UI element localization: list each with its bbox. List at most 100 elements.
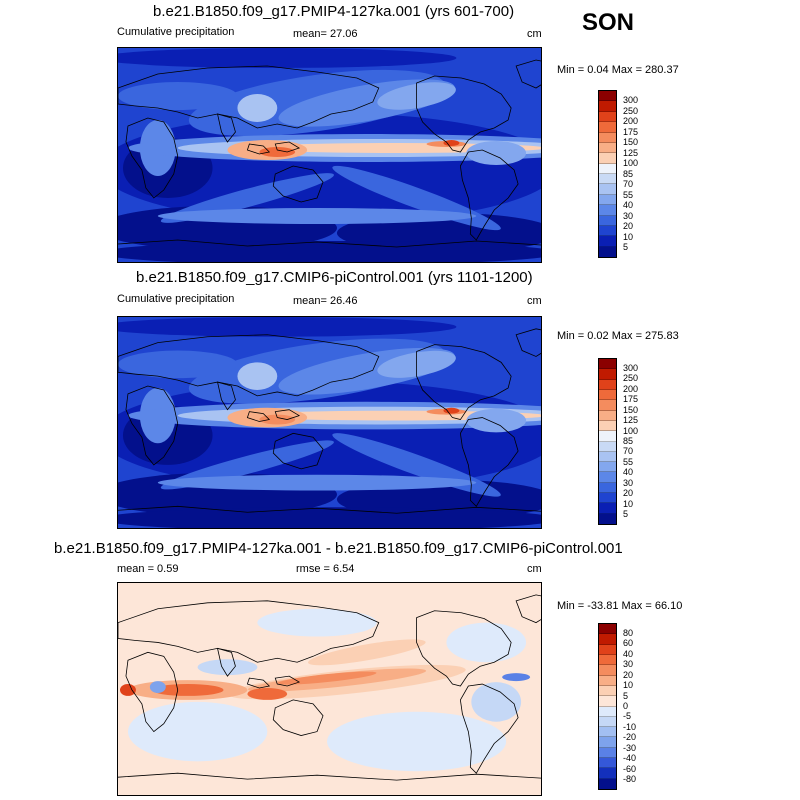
colorbar-tick-label: 80 — [623, 627, 634, 638]
panel-2-minmax-label: Min = 0.02 Max = 275.83 — [557, 330, 679, 342]
panel-1-variable-label: Cumulative precipitation — [117, 26, 235, 38]
colorbar-block — [599, 513, 616, 524]
colorbar-tick-label: 20 — [623, 221, 634, 231]
panel-3-unit-label: cm — [527, 563, 542, 575]
colorbar-block — [599, 389, 616, 401]
panel-1-colorbar — [598, 90, 617, 258]
colorbar-tick-label: 60 — [623, 638, 634, 649]
colorbar-tick-label: -80 — [623, 774, 637, 785]
colorbar-block — [599, 644, 616, 655]
colorbar-tick-label: 85 — [623, 168, 634, 179]
colorbar-tick-label: 200 — [623, 383, 639, 394]
colorbar-block — [599, 747, 616, 759]
colorbar-tick-label: 250 — [623, 105, 639, 116]
colorbar-tick-label: 150 — [623, 137, 639, 147]
panel-1-unit-label: cm — [527, 28, 542, 40]
colorbar-tick-label: 100 — [623, 158, 639, 168]
panel-1-minmax-label: Min = 0.04 Max = 280.37 — [557, 64, 679, 76]
colorbar-block — [599, 174, 616, 185]
colorbar-block — [599, 634, 616, 645]
colorbar-tick-label: 40 — [623, 467, 634, 478]
colorbar-block — [599, 675, 616, 686]
colorbar-block — [599, 153, 616, 164]
season-label: SON — [582, 9, 635, 36]
colorbar-tick-label: 200 — [623, 116, 639, 126]
colorbar-block — [599, 91, 616, 102]
colorbar-tick-label: 150 — [623, 404, 639, 415]
colorbar-block — [599, 503, 616, 514]
colorbar-block — [599, 706, 616, 717]
colorbar-block — [599, 685, 616, 697]
colorbar-tick-label: -20 — [623, 732, 637, 743]
colorbar-tick-label: 85 — [623, 436, 634, 446]
precipitation-field — [118, 317, 541, 528]
panel-1-title: b.e21.B1850.f09_g17.PMIP4-127ka.001 (yrs… — [153, 3, 515, 20]
colorbar-block — [599, 758, 616, 769]
colorbar-block — [599, 122, 616, 133]
panel-2-colorbar — [598, 358, 617, 525]
colorbar-block — [599, 142, 616, 154]
coastlines — [118, 59, 541, 248]
colorbar-block — [599, 379, 616, 390]
colorbar-tick-label: 175 — [623, 394, 639, 405]
colorbar-tick-label: 0 — [623, 701, 629, 711]
colorbar-tick-label: 5 — [623, 509, 629, 520]
colorbar-tick-label: 300 — [623, 362, 639, 373]
colorbar-block — [599, 716, 616, 728]
colorbar-tick-label: 5 — [623, 242, 629, 252]
colorbar-block — [599, 624, 616, 635]
colorbar-block — [599, 410, 616, 421]
panel-3-mean-label: mean = 0.59 — [117, 563, 179, 575]
colorbar-block — [599, 420, 616, 432]
panel-2-unit-label: cm — [527, 295, 542, 307]
colorbar-block — [599, 369, 616, 380]
colorbar-tick-label: 5 — [623, 690, 629, 701]
panel-3-colorbar-labels: 80 60 40 30 20 10 5 0 -5 -10 -20 -30 -40 -60 -80 — [623, 623, 663, 790]
colorbar-block — [599, 462, 616, 473]
colorbar-block — [599, 727, 616, 738]
panel-2-mean-label: mean= 26.46 — [293, 295, 358, 307]
colorbar-tick-label: 30 — [623, 659, 634, 670]
panel-3-minmax-label: Min = -33.81 Max = 66.10 — [557, 600, 683, 612]
colorbar-block — [599, 111, 616, 123]
colorbar-block — [599, 441, 616, 452]
colorbar-block — [599, 359, 616, 370]
colorbar-tick-label: 100 — [623, 425, 639, 436]
colorbar-block — [599, 778, 616, 789]
colorbar-tick-label: 30 — [623, 210, 634, 221]
panel-3-colorbar — [598, 623, 617, 790]
colorbar-block — [599, 431, 616, 442]
colorbar-block — [599, 236, 616, 247]
colorbar-tick-label: 300 — [623, 95, 639, 105]
colorbar-tick-label: 20 — [623, 669, 634, 680]
colorbar-block — [599, 472, 616, 483]
colorbar-tick-label: 10 — [623, 231, 634, 242]
colorbar-block — [599, 400, 616, 411]
panel-3-title: b.e21.B1850.f09_g17.PMIP4-127ka.001 - b.… — [54, 540, 623, 557]
colorbar-tick-label: 125 — [623, 147, 639, 158]
colorbar-tick-label: 70 — [623, 446, 634, 457]
colorbar-tick-label: 250 — [623, 373, 639, 384]
colorbar-tick-label: 40 — [623, 648, 634, 659]
colorbar-tick-label: -40 — [623, 753, 637, 764]
colorbar-tick-label: -60 — [623, 763, 637, 774]
panel-1-map — [117, 47, 542, 263]
colorbar-tick-label: 30 — [623, 477, 634, 488]
panel-2-title: b.e21.B1850.f09_g17.CMIP6-piControl.001 … — [136, 269, 533, 286]
colorbar-block — [599, 215, 616, 226]
panel-1-mean-label: mean= 27.06 — [293, 28, 358, 40]
colorbar-tick-label: 10 — [623, 680, 634, 691]
colorbar-block — [599, 246, 616, 257]
colorbar-block — [599, 132, 616, 143]
colorbar-tick-label: 20 — [623, 488, 634, 499]
colorbar-block — [599, 163, 616, 174]
coastlines — [118, 594, 541, 781]
panel-2-map — [117, 316, 542, 529]
colorbar-block — [599, 768, 616, 779]
colorbar-tick-label: 40 — [623, 200, 634, 210]
colorbar-block — [599, 482, 616, 494]
coastlines — [118, 328, 541, 514]
precipitation-field — [118, 48, 541, 262]
colorbar-tick-label: 175 — [623, 126, 639, 137]
panel-2-colorbar-labels: 300 250 200 175 150 125 100 85 70 55 40 30 20 10 5 — [623, 358, 663, 525]
